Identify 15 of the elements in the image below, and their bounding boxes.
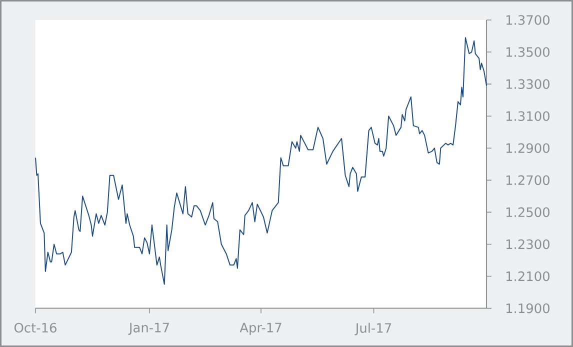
y-tick-label: 1.2700	[506, 175, 550, 186]
y-tick-label: 1.3500	[506, 47, 550, 57]
line-series	[35, 37, 488, 285]
y-tick-label: 1.3100	[506, 111, 550, 121]
x-tick-label: Oct-16	[14, 322, 56, 333]
x-tick-label: Jan-17	[128, 322, 169, 335]
y-tick-label: 1.3300	[506, 79, 550, 89]
y-tick-label: 1.3700	[506, 15, 550, 25]
y-tick-label: 1.2300	[506, 239, 550, 250]
y-tick-label: 1.1900	[506, 303, 550, 314]
x-tick-label: Jul-17	[354, 322, 392, 336]
y-tick-label: 1.2100	[506, 271, 550, 282]
y-tick-label: 1.2900	[506, 143, 550, 154]
y-tick-label: 1.2500	[506, 207, 550, 218]
x-tick-label: Apr-17	[240, 322, 282, 335]
